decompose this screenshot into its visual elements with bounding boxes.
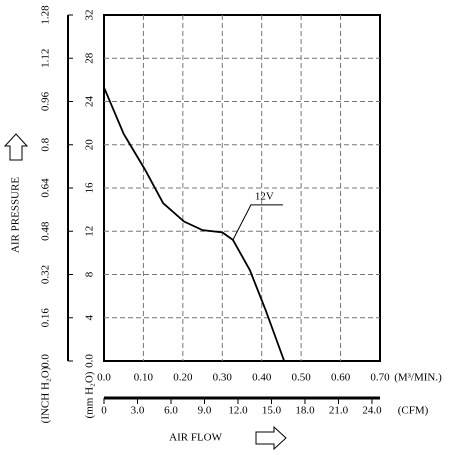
y-tick-label: 20 [84,139,96,151]
leader-line [232,204,283,241]
y-arrow [3,133,29,161]
x2-tick-label: 24.0 [362,405,382,417]
y-tick-label: 24 [84,96,96,108]
x-tick-label: 0.70 [370,372,390,384]
curve [103,87,286,362]
y2-tick-label: 1.28 [40,5,52,25]
y-tick-label: 28 [84,52,96,64]
y-tick-label: 4 [84,315,96,321]
y-unit: (mm H₂O) [84,371,96,418]
x2-tick-label: 3.0 [131,405,145,417]
y2-tick-label: 0.0 [40,354,52,368]
x-label: AIR FLOW [169,432,222,444]
x-tick-label: 0.0 [97,372,111,384]
curve-label: 12V [255,190,274,202]
y2-tick-label: 0.32 [40,265,52,284]
y2-tick-label: 0.16 [40,308,52,328]
y2-unit: (INCH H₂O) [40,366,52,423]
y-tick-label: 12 [84,226,96,237]
x2-tick-label: 21.0 [329,405,349,417]
x-unit: (M³/MIN.) [394,372,442,384]
x-tick-label: 0.60 [331,372,351,384]
y-tick-label: 16 [84,182,96,194]
x-tick-label: 0.20 [173,372,193,384]
x2-tick-label: 18.0 [295,405,315,417]
y2-tick-label: 0.96 [40,91,52,111]
y-tick-label: 32 [84,10,96,21]
x2-tick-label: 0 [101,405,107,417]
y2-tick-label: 0.64 [40,178,52,198]
y-tick-label: 0.0 [84,354,96,368]
y2-tick-label: 0.8 [40,137,52,151]
x-tick-label: 0.40 [252,372,272,384]
x-tick-label: 0.50 [292,372,312,384]
y-label: AIR PRESSURE [10,177,22,253]
y-tick-label: 8 [84,271,96,277]
y2-tick-label: 0.48 [40,221,52,241]
x-arrow [255,425,287,451]
x2-unit: (CFM) [398,405,429,417]
x2-tick-label: 12.0 [228,405,248,417]
x2-tick-label: 9.0 [198,405,212,417]
x-tick-label: 0.30 [213,372,233,384]
x2-tick-label: 6.0 [164,405,178,417]
y2-tick-label: 1.12 [40,49,52,68]
x2-tick-label: 15.0 [262,405,282,417]
x-tick-label: 0.10 [134,372,154,384]
